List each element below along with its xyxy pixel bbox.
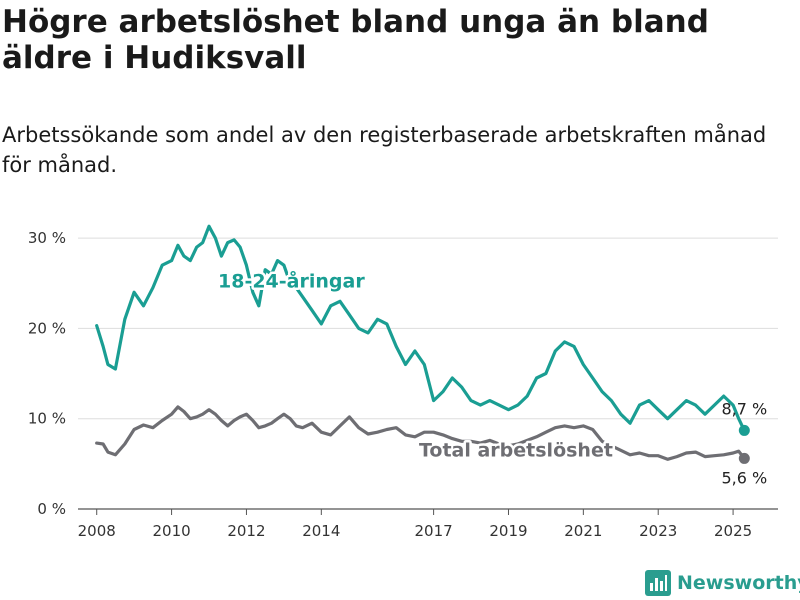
x-tick-label: 2017 bbox=[415, 522, 453, 540]
x-tick-label: 2010 bbox=[152, 522, 190, 540]
x-tick-label: 2023 bbox=[639, 522, 677, 540]
x-tick-label: 2008 bbox=[78, 522, 116, 540]
total-end-point bbox=[738, 452, 750, 464]
bar-chart-logo-icon bbox=[645, 570, 671, 596]
x-tick-label: 2025 bbox=[714, 522, 752, 540]
chart-title: Högre arbetslöshet bland unga än bland ä… bbox=[2, 4, 709, 76]
youth-end-value-label: 8,7 % bbox=[721, 399, 767, 418]
youth-series-line bbox=[95, 224, 746, 432]
y-tick-label: 20 % bbox=[28, 319, 66, 337]
total-series-label: Total arbetslöshet bbox=[419, 440, 613, 462]
x-tick-label: 2014 bbox=[302, 522, 340, 540]
y-tick-label: 10 % bbox=[28, 410, 66, 428]
series-lines bbox=[95, 224, 750, 464]
y-tick-label: 0 % bbox=[37, 500, 66, 518]
youth-end-point bbox=[738, 424, 750, 436]
youth-series-label: 18-24-åringar bbox=[218, 269, 365, 293]
x-axis: 2008 2010 2012 2014 2017 2019 2021 2023 2025 bbox=[78, 509, 752, 540]
series-labels: 8,7 % 5,6 % 18-24-åringar Total arbetslöshe… bbox=[216, 266, 768, 487]
total-end-value-label: 5,6 % bbox=[721, 468, 767, 487]
y-tick-label: 30 % bbox=[28, 229, 66, 247]
y-axis-tick-labels: 0 % 10 % 20 % 30 % bbox=[28, 229, 66, 518]
brand-name: Newsworthy bbox=[677, 572, 800, 594]
x-tick-label: 2012 bbox=[227, 522, 265, 540]
brand-logo[interactable]: Newsworthy bbox=[645, 568, 800, 598]
total-series-line bbox=[95, 405, 746, 461]
x-tick-label: 2021 bbox=[564, 522, 602, 540]
x-tick-label: 2019 bbox=[489, 522, 527, 540]
chart-subtitle: Arbetssökande som andel av den registerb… bbox=[2, 123, 767, 177]
